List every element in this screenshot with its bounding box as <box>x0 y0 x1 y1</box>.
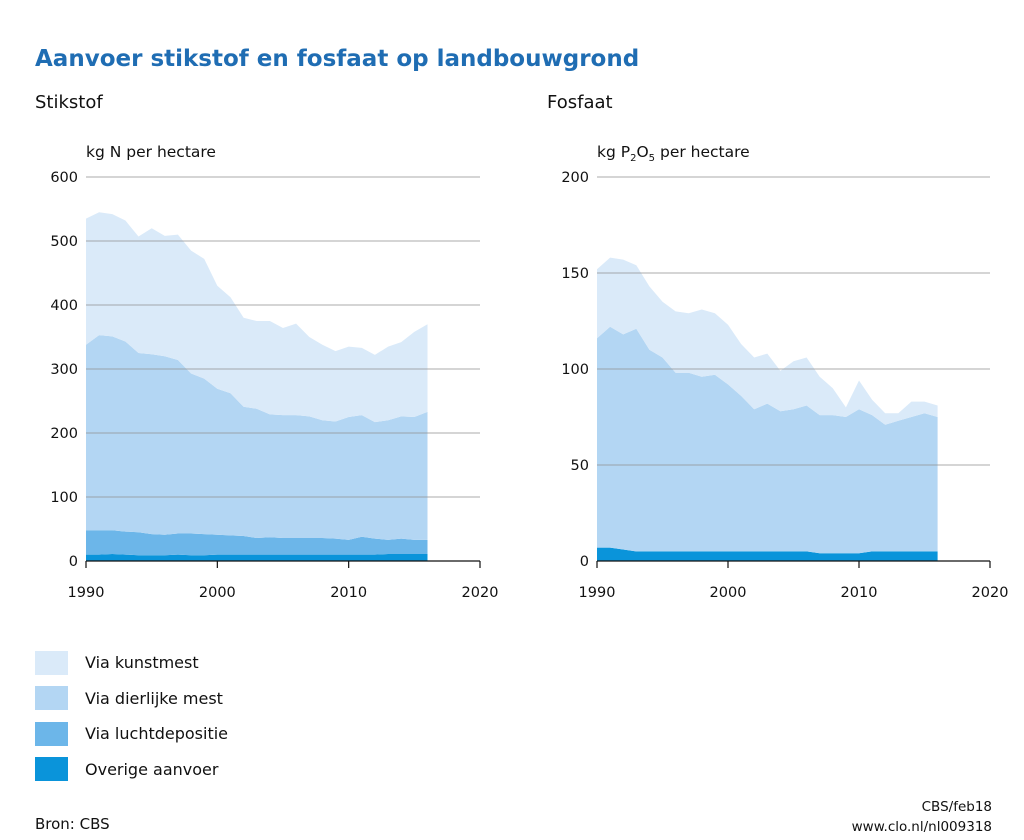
charts-canvas: 0 100 200 300 400 500 600 1990 2000 2010 2020 0 50 1… <box>50 170 1008 601</box>
panel-title-fosfaat: Fosfaat <box>547 92 613 113</box>
x-tick-label: 2010 <box>841 585 878 601</box>
legend-item-kunstmest: Via kunstmest <box>35 645 228 681</box>
area-overige <box>597 547 938 561</box>
credit-line-2: www.clo.nl/nl009318 <box>851 819 992 835</box>
credit: CBS/feb18 www.clo.nl/nl009318 <box>852 797 992 837</box>
y-tick-label: 600 <box>50 170 78 186</box>
panel-title-stikstof: Stikstof <box>35 92 103 113</box>
area-kunstmest <box>86 212 428 423</box>
legend-swatch <box>35 686 68 711</box>
y-tick-label: 0 <box>580 554 589 570</box>
y-tick-label: 100 <box>50 490 78 506</box>
y-tick-label: 100 <box>561 362 589 378</box>
fosfaat-chart: 0 50 100 150 200 1990 2000 2010 2020 <box>561 170 1008 601</box>
credit-line-1: CBS/feb18 <box>921 799 992 815</box>
area-kunstmest <box>597 257 938 425</box>
legend-item-overige: Overige aanvoer <box>35 752 228 788</box>
legend-label: Via dierlijke mest <box>85 688 223 708</box>
x-tick-label: 2010 <box>330 585 367 601</box>
legend-label: Overige aanvoer <box>85 759 219 779</box>
y-tick-label: 150 <box>561 266 589 282</box>
x-tick-label: 1990 <box>579 585 616 601</box>
x-tick-label: 2000 <box>710 585 747 601</box>
legend-item-luchtdepositie: Via luchtdepositie <box>35 716 228 752</box>
y-axis-label-stikstof: kg N per hectare <box>86 143 216 161</box>
y-tick-label: 200 <box>50 426 78 442</box>
area-dierlijke_mest <box>597 326 938 554</box>
y-tick-label: 400 <box>50 298 78 314</box>
y-tick-label: 200 <box>561 170 589 186</box>
y-tick-label: 50 <box>571 458 589 474</box>
legend: Via kunstmest Via dierlijke mest Via lucht… <box>35 645 228 787</box>
legend-item-dierlijke_mest: Via dierlijke mest <box>35 681 228 717</box>
chart-title: Aanvoer stikstof en fosfaat op landbouwg… <box>35 46 640 72</box>
area-dierlijke_mest <box>86 335 428 540</box>
source-note: Bron: CBS <box>35 815 110 833</box>
y-tick-label: 300 <box>50 362 78 378</box>
y-axis-label-fosfaat: kg P2O5 per hectare <box>597 143 750 165</box>
y-tick-label: 0 <box>69 554 78 570</box>
x-tick-label: 1990 <box>68 585 105 601</box>
legend-swatch <box>35 757 68 782</box>
area-overige <box>86 554 428 561</box>
legend-label: Via luchtdepositie <box>85 724 229 744</box>
stikstof-chart: 0 100 200 300 400 500 600 1990 2000 2010 2020 <box>50 170 498 601</box>
y-tick-label: 500 <box>50 234 78 250</box>
x-tick-label: 2020 <box>972 585 1009 601</box>
area-luchtdepositie <box>86 530 428 556</box>
x-tick-label: 2020 <box>462 585 499 601</box>
legend-swatch <box>35 721 68 746</box>
legend-label: Via kunstmest <box>85 653 199 673</box>
legend-swatch <box>35 650 68 675</box>
x-tick-label: 2000 <box>199 585 236 601</box>
